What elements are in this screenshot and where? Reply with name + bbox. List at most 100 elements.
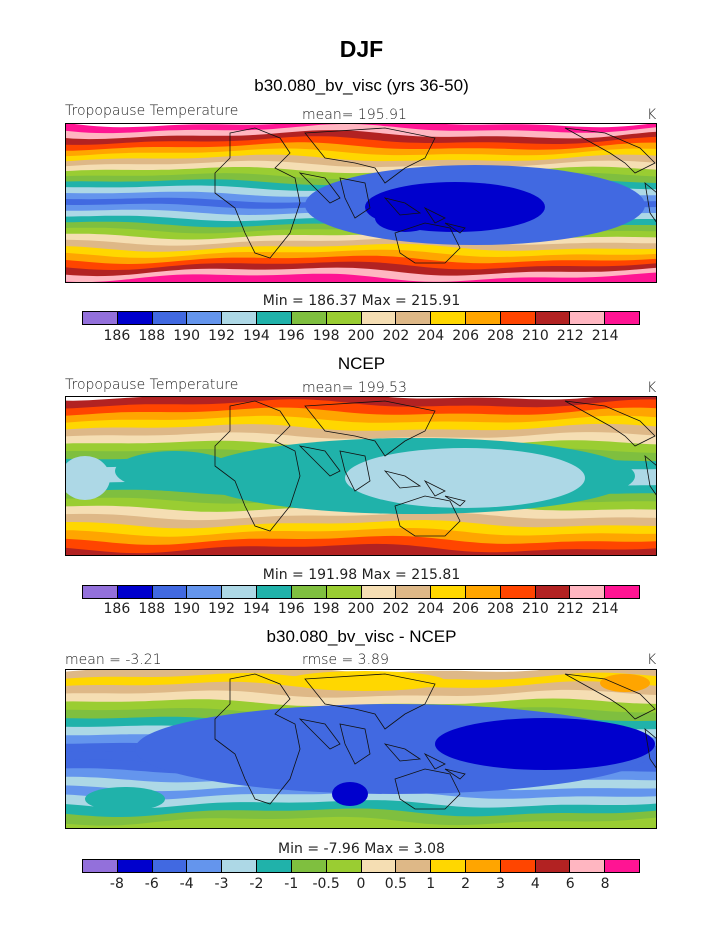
colorbar-swatch xyxy=(117,860,153,872)
colorbar-tick-label: 0.5 xyxy=(384,876,408,892)
panel1-map xyxy=(65,123,657,283)
panel2-variable-label: Tropopause Temperature xyxy=(65,377,239,393)
colorbar-tick-label: 188 xyxy=(138,328,166,344)
colorbar-tick-label: 202 xyxy=(382,328,410,344)
coastline xyxy=(214,127,301,259)
panel2-blob-atlantic-lightblue xyxy=(65,456,110,500)
colorbar-swatch xyxy=(222,860,258,872)
coastline xyxy=(214,400,301,532)
colorbar-swatch xyxy=(187,860,223,872)
colorbar-swatch xyxy=(535,586,571,598)
panel2-blob-africa-teal xyxy=(115,451,235,491)
colorbar-swatch xyxy=(117,586,153,598)
colorbar-tick-label: 2 xyxy=(461,876,471,892)
coastline xyxy=(383,197,466,234)
colorbar-swatch xyxy=(187,586,223,598)
colorbar-tick-label: 200 xyxy=(347,601,375,617)
panel3-blob-southwest-teal xyxy=(85,787,165,811)
panel3-mean-label: mean = -3.21 xyxy=(65,652,162,668)
figure-title: DJF xyxy=(339,36,384,62)
colorbar-swatch xyxy=(291,586,327,598)
panel3-colorbar-labels: -8 -6 -4 -3 -2 -1 -0.5 0 0.5 1 2 3 4 6 8 xyxy=(82,876,640,892)
coastline xyxy=(304,127,436,184)
panel3-map-frame xyxy=(65,669,657,829)
coastline xyxy=(383,743,466,780)
panel1-variable-label: Tropopause Temperature xyxy=(65,103,239,119)
panel1-map-frame xyxy=(65,123,657,283)
contour-band xyxy=(65,816,657,829)
panel3-units-label: K xyxy=(647,652,657,668)
colorbar-tick-label: 208 xyxy=(487,601,514,617)
colorbar-tick-label: -8 xyxy=(109,876,124,892)
colorbar-swatch xyxy=(326,586,362,598)
panel2-map-frame xyxy=(65,396,657,556)
colorbar-tick-label: 192 xyxy=(208,328,235,344)
colorbar-swatch xyxy=(605,860,639,872)
panel3-coastlines xyxy=(214,673,657,810)
colorbar-tick-label: 214 xyxy=(591,601,619,617)
colorbar-swatch xyxy=(152,860,188,872)
panel2-blobs xyxy=(65,438,635,514)
colorbar-tick-label: 186 xyxy=(103,328,131,344)
colorbar-swatch xyxy=(570,860,606,872)
panel3-subtitle: b30.080_bv_visc - NCEP xyxy=(266,627,457,646)
colorbar-swatch xyxy=(83,312,118,324)
colorbar-swatch xyxy=(396,860,432,872)
panel3-rmse-label: rmse = 3.89 xyxy=(302,652,389,668)
colorbar-swatch xyxy=(257,860,292,872)
coastline xyxy=(644,728,657,770)
panel2-blob-pacific-lightblue xyxy=(345,448,585,508)
colorbar-swatch xyxy=(222,312,258,324)
colorbar-swatch xyxy=(291,312,327,324)
panel2-units-label: K xyxy=(647,380,657,396)
colorbar-tick-label: 1 xyxy=(426,876,436,892)
colorbar-tick-label: 206 xyxy=(452,328,479,344)
colorbar-swatch xyxy=(500,586,536,598)
colorbar-tick-label: 4 xyxy=(530,876,540,892)
coastline xyxy=(298,445,371,492)
colorbar-tick-label: 196 xyxy=(277,328,305,344)
colorbar-tick-label: 196 xyxy=(277,601,305,617)
colorbar-tick-label: 188 xyxy=(138,601,166,617)
coastline xyxy=(394,768,461,810)
colorbar-tick-label: 210 xyxy=(522,328,549,344)
colorbar-swatch xyxy=(431,586,466,598)
panel1-colorbar xyxy=(82,311,640,325)
colorbar-swatch xyxy=(535,860,571,872)
colorbar-swatch xyxy=(396,312,432,324)
colorbar-tick-label: 3 xyxy=(496,876,505,892)
colorbar-swatch xyxy=(605,586,639,598)
colorbar-tick-label: 204 xyxy=(417,601,445,617)
colorbar-swatch xyxy=(361,860,397,872)
colorbar-tick-label: -3 xyxy=(214,876,229,892)
panel1-subtitle: b30.080_bv_visc (yrs 36-50) xyxy=(254,76,469,95)
colorbar-tick-label: 206 xyxy=(452,601,479,617)
panel3-blob-atlantic-core xyxy=(332,782,368,806)
colorbar-tick-label: 186 xyxy=(103,601,131,617)
panel1-colorbar-labels: 186 188 190 192 194 196 198 200 202 204 206 208 210 2… xyxy=(82,328,640,344)
panel3-blob-north-yellow xyxy=(285,671,445,691)
colorbar-swatch xyxy=(257,586,292,598)
colorbar-swatch xyxy=(326,860,362,872)
colorbar-swatch xyxy=(605,312,639,324)
panel2-subtitle: NCEP xyxy=(337,354,386,373)
colorbar-tick-label: 6 xyxy=(565,876,575,892)
coastline xyxy=(298,718,371,765)
panel3-map xyxy=(65,669,657,829)
colorbar-tick-label: -6 xyxy=(144,876,159,892)
colorbar-tick-label: 190 xyxy=(173,601,200,617)
coastline xyxy=(644,455,657,497)
colorbar-swatch xyxy=(431,312,466,324)
colorbar-swatch xyxy=(257,312,292,324)
panel3-minmax: Min = -7.96 Max = 3.08 xyxy=(278,841,445,857)
panel2-minmax: Min = 191.98 Max = 215.81 xyxy=(262,567,461,583)
panel2-mean-label: mean= 199.53 xyxy=(302,380,407,396)
colorbar-swatch xyxy=(465,586,501,598)
panel3-blob-pacific-core xyxy=(435,718,655,770)
colorbar-swatch xyxy=(465,860,501,872)
panel2-map xyxy=(65,396,657,556)
colorbar-swatch xyxy=(431,860,466,872)
colorbar-tick-label: 0 xyxy=(356,876,366,892)
colorbar-swatch xyxy=(326,312,362,324)
colorbar-swatch xyxy=(570,312,606,324)
